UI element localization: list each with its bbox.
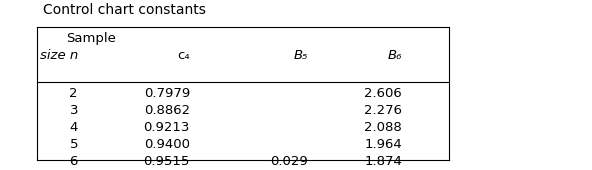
Text: 6: 6 (70, 155, 78, 168)
Text: size n: size n (40, 49, 78, 62)
Text: 2: 2 (69, 87, 78, 100)
Text: 2.276: 2.276 (364, 104, 402, 117)
Text: 0.9213: 0.9213 (144, 121, 190, 134)
Text: 0.029: 0.029 (270, 155, 308, 168)
Text: 0.9400: 0.9400 (144, 138, 190, 151)
Text: B₅: B₅ (293, 49, 308, 62)
Text: B₆: B₆ (388, 49, 402, 62)
Text: 0.7979: 0.7979 (144, 87, 190, 100)
Text: 5: 5 (69, 138, 78, 151)
Text: 1.964: 1.964 (364, 138, 402, 151)
Text: 1.874: 1.874 (364, 155, 402, 168)
Text: 2.088: 2.088 (364, 121, 402, 134)
Text: 2.606: 2.606 (364, 87, 402, 100)
Text: 3: 3 (69, 104, 78, 117)
Text: 0.8862: 0.8862 (144, 104, 190, 117)
Text: 0.9515: 0.9515 (144, 155, 190, 168)
Text: Sample: Sample (66, 32, 116, 45)
Text: c₄: c₄ (178, 49, 190, 62)
Text: 4: 4 (70, 121, 78, 134)
Text: Control chart constants: Control chart constants (43, 3, 205, 18)
